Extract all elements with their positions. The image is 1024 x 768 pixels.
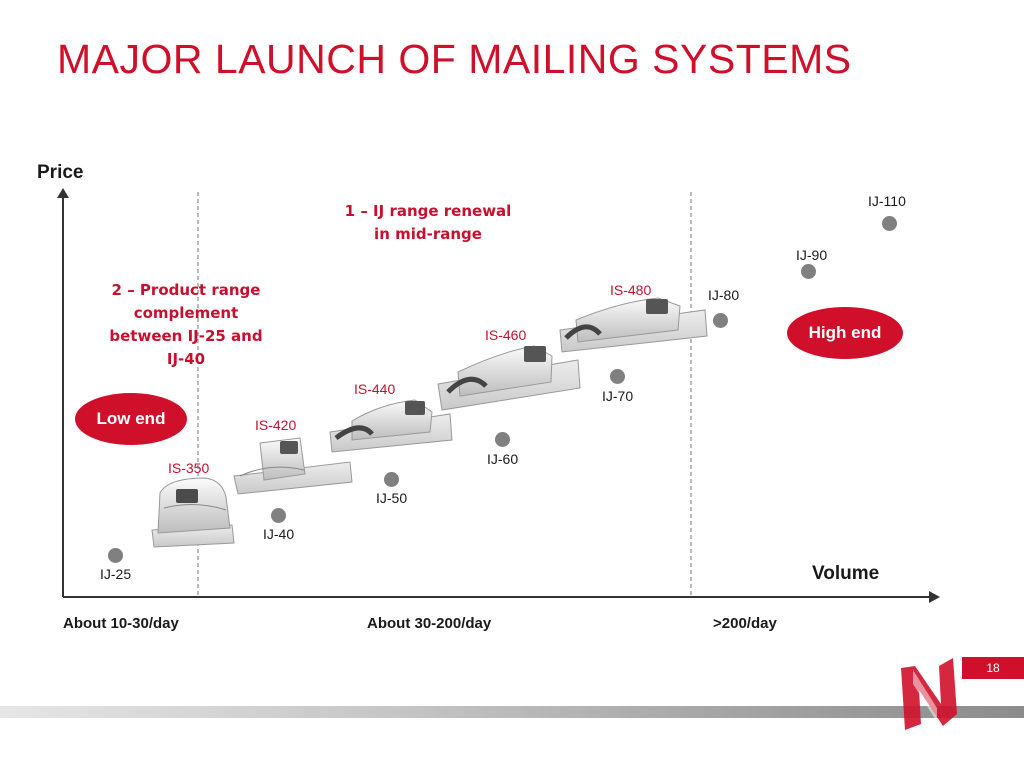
x-axis-arrow <box>929 591 940 603</box>
ij-70-marker <box>610 369 625 384</box>
ij-90-marker <box>801 264 816 279</box>
annotation-complement-line: 2 – Product range <box>111 281 261 299</box>
volume-range-mid: About 30-200/day <box>367 615 492 632</box>
volume-range-high: >200/day <box>713 615 777 632</box>
ij-40-label: IJ-40 <box>263 526 295 542</box>
is-460-label: IS-460 <box>485 327 527 343</box>
is-350-machine-image <box>151 477 235 548</box>
is-460-machine-image <box>437 345 581 411</box>
is-420-label: IS-420 <box>255 417 297 433</box>
footer-gradient-bar <box>0 706 1024 718</box>
annotation-complement-line: IJ-40 <box>166 350 206 368</box>
high-end-badge: High end <box>787 307 903 359</box>
is-350-label: IS-350 <box>168 460 210 476</box>
is-440-label: IS-440 <box>354 381 396 397</box>
ij-60-marker <box>495 432 510 447</box>
ij-50-label: IJ-50 <box>376 490 408 506</box>
ij-25-marker <box>108 548 123 563</box>
ij-80-label: IJ-80 <box>708 287 740 303</box>
is-440-machine-image <box>329 399 453 453</box>
ij-50-marker <box>384 472 399 487</box>
ij-110-marker <box>882 216 897 231</box>
annotation-complement-line: between IJ-25 and <box>109 327 263 345</box>
ij-90-label: IJ-90 <box>796 247 828 263</box>
ij-60-label: IJ-60 <box>487 451 519 467</box>
annotation-ij-renewal-line: in mid-range <box>374 225 482 243</box>
low-end-badge: Low end <box>75 393 187 445</box>
is-420-machine-image <box>233 437 353 495</box>
is-480-machine-image <box>559 297 708 353</box>
annotation-ij-renewal-line: 1 – IJ range renewal <box>344 202 512 220</box>
company-logo <box>901 658 957 730</box>
x-axis-label: Volume <box>812 563 880 584</box>
ij-110-label: IJ-110 <box>868 193 906 209</box>
ij-80-marker <box>713 313 728 328</box>
is-480-label: IS-480 <box>610 282 652 298</box>
volume-range-low: About 10-30/day <box>63 615 179 632</box>
ij-70-label: IJ-70 <box>602 388 634 404</box>
ij-40-marker <box>271 508 286 523</box>
annotation-complement: 2 – Product range complement between IJ-… <box>80 279 292 371</box>
slide-title: MAJOR LAUNCH OF MAILING SYSTEMS <box>57 36 852 82</box>
annotation-complement-line: complement <box>133 304 239 322</box>
y-axis-arrow <box>57 188 69 198</box>
y-axis-label: Price <box>37 162 84 183</box>
ij-25-label: IJ-25 <box>100 566 132 582</box>
page-number: 18 <box>962 657 1024 679</box>
annotation-ij-renewal: 1 – IJ range renewal in mid-range <box>308 200 548 246</box>
